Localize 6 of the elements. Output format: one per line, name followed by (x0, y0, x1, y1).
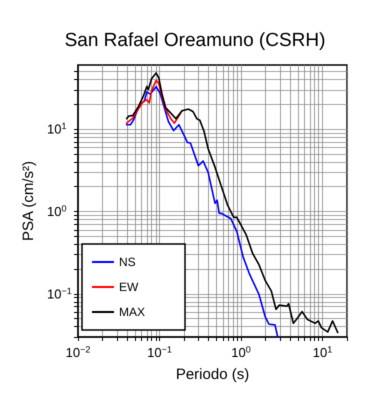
chart-title: San Rafael Oreamuno (CSRH) (64, 30, 326, 51)
legend-label: MAX (119, 305, 146, 319)
legend-label: NS (119, 255, 136, 269)
y-axis-title: PSA (cm/s²) (20, 160, 38, 242)
legend-label: EW (119, 280, 140, 294)
x-axis-title: Periodo (s) (176, 366, 250, 383)
